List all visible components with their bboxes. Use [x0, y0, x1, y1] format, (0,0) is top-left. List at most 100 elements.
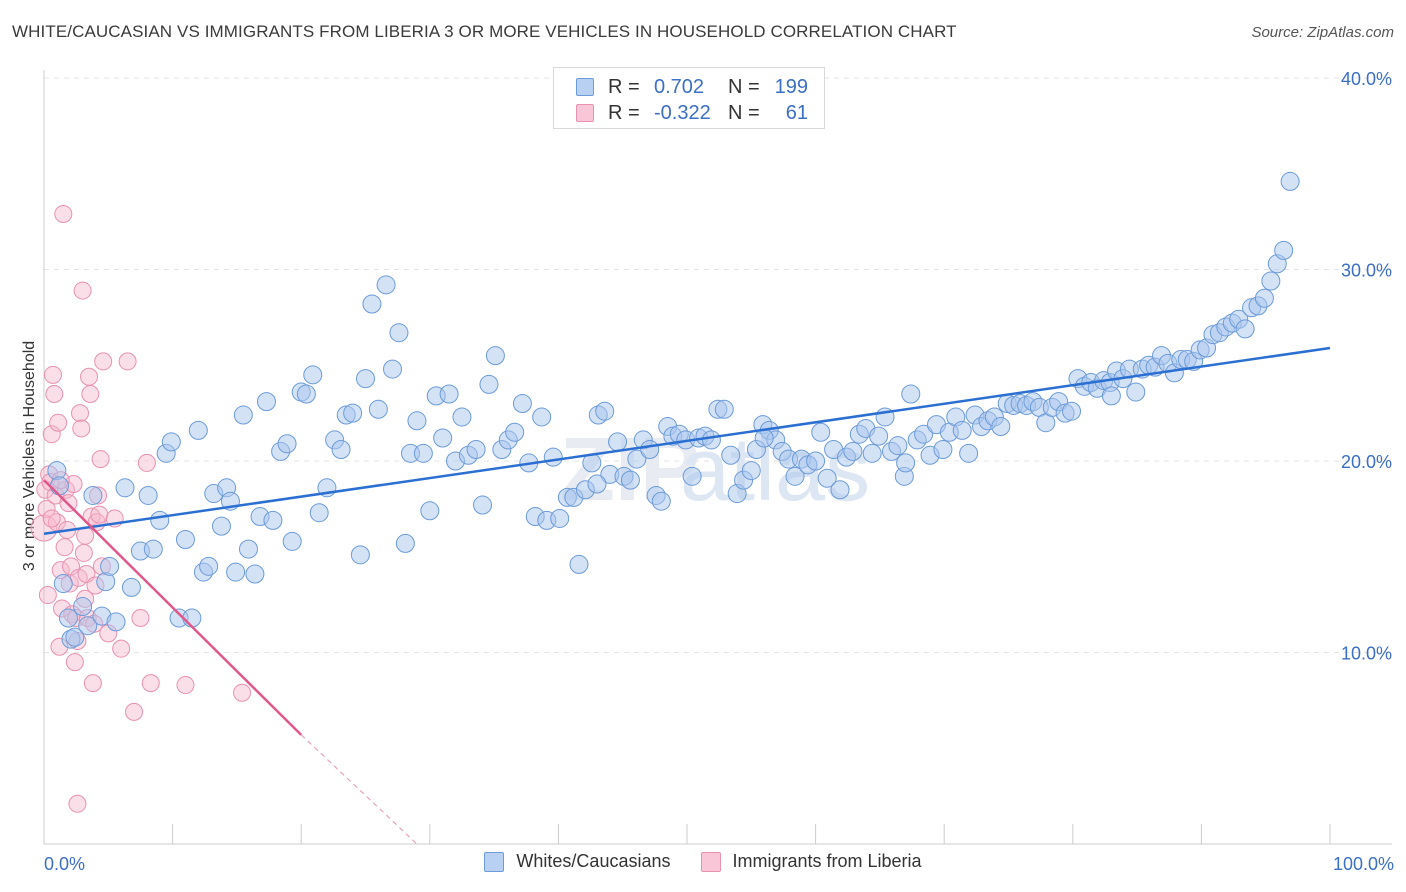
white-point	[830, 480, 850, 500]
white-point	[741, 461, 761, 481]
white-point	[106, 612, 126, 632]
white-point	[479, 374, 499, 394]
white-point	[58, 608, 78, 628]
legend-r-value: 0.702	[654, 75, 705, 98]
white-point	[238, 539, 258, 559]
white-point	[682, 466, 702, 486]
y-tick-label: 30.0%	[1341, 261, 1392, 281]
white-point	[138, 485, 158, 505]
legend-swatch-white	[576, 78, 594, 96]
white-point	[640, 440, 660, 460]
y-tick-label: 40.0%	[1341, 69, 1392, 89]
liberia-point	[72, 419, 91, 438]
white-point	[420, 501, 440, 521]
white-point	[368, 399, 388, 419]
white-point	[896, 453, 916, 473]
liberia-point	[90, 505, 109, 524]
white-point	[413, 443, 433, 463]
white-point	[569, 554, 589, 574]
liberia-point	[91, 450, 110, 469]
white-point	[282, 531, 302, 551]
white-point	[115, 478, 135, 498]
axes	[43, 70, 1392, 845]
legend-n-label: N =	[728, 75, 760, 98]
white-point	[806, 451, 826, 471]
white-point	[785, 466, 805, 486]
white-point	[78, 616, 98, 636]
white-point	[532, 407, 552, 427]
liberia-point	[131, 609, 150, 628]
liberia-point	[42, 425, 61, 444]
liberia-point	[112, 639, 131, 658]
white-point	[505, 422, 525, 442]
liberia-point	[118, 352, 137, 371]
white-point	[49, 476, 69, 496]
legend-label-white: Whites/Caucasians	[516, 851, 671, 871]
liberia-point	[80, 367, 99, 386]
white-point	[627, 449, 647, 469]
liberia-point	[81, 384, 100, 403]
liberia-point	[71, 404, 90, 423]
liberia-point	[125, 702, 144, 721]
white-point	[188, 420, 208, 440]
legend-label-liberia: Immigrants from Liberia	[732, 851, 922, 871]
white-point	[485, 346, 505, 366]
white-point	[1062, 401, 1082, 421]
legend-item-liberia[interactable]: Immigrants from Liberia	[700, 851, 922, 872]
liberia-point	[233, 683, 252, 702]
legend-swatch-liberia	[576, 104, 594, 122]
white-point	[395, 533, 415, 553]
legend-item-white[interactable]: Whites/Caucasians	[484, 851, 671, 872]
white-point	[331, 440, 351, 460]
white-point	[1235, 319, 1255, 339]
liberia-point	[42, 509, 61, 528]
white-point	[933, 440, 953, 460]
white-point	[811, 422, 831, 442]
white-point	[595, 401, 615, 421]
white-point	[543, 447, 563, 467]
legend-row-liberia: R = -0.322 N = 61	[576, 101, 808, 125]
liberia-point	[55, 538, 74, 557]
white-point	[245, 564, 265, 584]
white-point	[433, 428, 453, 448]
liberia-point	[74, 543, 93, 562]
liberia-point	[94, 352, 113, 371]
white-point	[356, 369, 375, 389]
liberia-point	[73, 281, 92, 300]
legend-row-white: R = 0.702 N = 199	[576, 75, 808, 99]
liberia-point	[45, 384, 64, 403]
white-point	[256, 392, 276, 412]
white-point	[303, 365, 323, 385]
white-point	[407, 411, 427, 431]
liberia-trend-line	[43, 479, 303, 736]
liberia-point	[83, 674, 102, 693]
y-tick-label: 10.0%	[1341, 644, 1392, 664]
white-point	[512, 394, 532, 414]
white-point	[888, 436, 908, 456]
white-point	[843, 441, 863, 461]
white-point	[143, 539, 163, 559]
liberia-point	[137, 453, 156, 472]
source-credit: Source: ZipAtlas.com	[1251, 24, 1394, 41]
white-point	[73, 597, 93, 617]
chart-title: WHITE/CAUCASIAN VS IMMIGRANTS FROM LIBER…	[12, 22, 957, 41]
white-point	[233, 405, 253, 425]
white-point	[100, 556, 120, 576]
legend-r-label: R =	[608, 75, 640, 98]
white-point	[1101, 386, 1121, 406]
white-point	[817, 468, 837, 488]
liberia-point	[38, 586, 57, 605]
white-point	[53, 574, 73, 594]
white-point	[1280, 171, 1300, 191]
white-trend-line	[43, 346, 1331, 536]
white-point	[452, 407, 472, 427]
white-point	[350, 545, 370, 565]
liberia-point	[82, 507, 101, 526]
white-point	[65, 627, 85, 647]
white-point	[211, 516, 231, 536]
white-point	[473, 495, 493, 515]
liberia-point	[44, 365, 63, 384]
white-point	[277, 434, 297, 454]
white-point	[83, 485, 103, 505]
